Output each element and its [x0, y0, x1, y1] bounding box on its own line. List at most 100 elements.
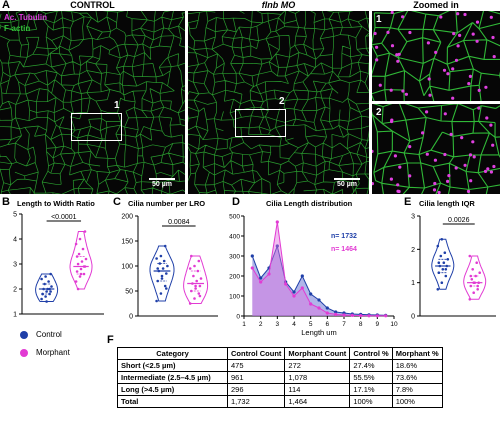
cilium-spot [492, 55, 496, 59]
cilium-spot [425, 110, 429, 114]
table-cell: Intermediate (2.5–4.5 µm) [117, 371, 228, 384]
data-point [75, 255, 79, 258]
panel-letter-d: D [232, 196, 240, 208]
data-point [300, 274, 304, 278]
data-point [375, 314, 379, 318]
data-point [76, 262, 80, 266]
cilium-spot [398, 165, 402, 169]
data-point [471, 268, 474, 271]
cilium-spot [454, 166, 458, 170]
data-point [44, 275, 47, 278]
actin-channel-label: F-actin [4, 24, 31, 33]
y-tick-label: 1 [411, 280, 415, 287]
data-point [325, 311, 329, 315]
cell-network [0, 11, 185, 194]
data-point [469, 274, 473, 278]
data-point [250, 254, 254, 258]
cilium-spot [449, 132, 453, 136]
data-point [46, 287, 49, 291]
table-row: Long (>4.5 µm) 296 114 17.1% 7.8% [117, 383, 443, 396]
data-point [48, 287, 51, 291]
table-cell: 17.1% [349, 383, 393, 396]
cilium-spot [472, 155, 476, 159]
data-point [159, 254, 163, 258]
data-point [165, 287, 168, 290]
data-point [477, 281, 480, 284]
data-point [199, 277, 203, 280]
p-value-label: <0.0001 [51, 214, 77, 221]
table-row: Short (<2.5 µm) 475 272 27.4% 18.6% [117, 359, 443, 372]
actin-outline [372, 104, 500, 194]
x-tick-label: 2 [259, 321, 263, 328]
table-cell: 272 [284, 359, 351, 372]
chart-e-length-iqr: 0 1 2 3 0.0026 [411, 214, 496, 321]
data-point [292, 290, 296, 294]
data-point [468, 298, 472, 301]
table-cell: 1,078 [284, 371, 351, 384]
cilium-spot [373, 31, 377, 36]
data-point [275, 220, 279, 224]
cilium-spot [390, 11, 394, 14]
panel-letter-a: A [2, 0, 10, 11]
cilium-spot [489, 170, 493, 174]
zoomed-header: Zoomed in [413, 0, 459, 10]
data-point [197, 292, 201, 295]
data-point [445, 264, 449, 268]
control-scale-bar: 50 µm [147, 178, 177, 188]
control-header: CONTROL [70, 0, 115, 10]
actin-outline [0, 11, 185, 194]
data-point [158, 262, 162, 265]
cilium-spot [466, 189, 471, 193]
cilium-spot [395, 53, 399, 57]
data-point [79, 272, 83, 276]
y-tick-label: 0 [236, 314, 240, 321]
cilium-spot [378, 83, 382, 87]
data-point [267, 272, 271, 276]
cilium-spot [456, 12, 460, 16]
y-tick-label: 500 [229, 214, 240, 221]
chart-b-length-width: 1 2 3 4 5 <0.0001 [13, 212, 104, 319]
cilium-spot [401, 89, 405, 93]
table-header-row: Category Control Count Morphant Count Co… [117, 347, 443, 360]
cilium-spot [491, 35, 495, 40]
morphant-roi-box [235, 109, 286, 137]
data-point [166, 264, 169, 268]
morphant-header: flnb MO [261, 0, 296, 10]
data-point [188, 302, 192, 305]
data-point [468, 254, 472, 258]
data-point [472, 291, 475, 294]
data-point [359, 314, 363, 318]
x-tick-label: 7 [342, 321, 346, 328]
cilium-spot [469, 179, 473, 183]
table-cell: Short (<2.5 µm) [117, 359, 228, 372]
control-scale-label: 50 µm [152, 181, 172, 188]
data-point [41, 292, 44, 296]
data-point [284, 282, 288, 286]
control-micrograph [0, 11, 185, 194]
cilium-spot [396, 189, 400, 193]
x-tick-label: 8 [359, 321, 363, 328]
cilium-spot [372, 182, 374, 186]
data-point [165, 272, 168, 275]
data-point [194, 287, 197, 290]
cilium-spot [389, 177, 393, 181]
data-point [443, 251, 447, 254]
data-point [157, 269, 161, 273]
cilium-spot [451, 67, 455, 71]
y-tick-label: 2 [411, 247, 415, 254]
data-point [161, 267, 165, 270]
cilium-spot [442, 68, 447, 72]
cilium-spot [375, 58, 379, 62]
cilium-spot [393, 154, 397, 158]
cilium-spot [477, 88, 481, 92]
morphant-scale-bar: 50 µm [332, 178, 362, 188]
cell-network [372, 11, 500, 101]
cilium-spot [428, 93, 432, 97]
cilium-spot [458, 33, 462, 37]
cilium-spot [489, 123, 493, 127]
data-point [474, 274, 477, 278]
data-point [155, 257, 158, 260]
data-point [190, 254, 193, 258]
data-point [43, 282, 46, 286]
legend-control-label: Control [36, 330, 62, 339]
